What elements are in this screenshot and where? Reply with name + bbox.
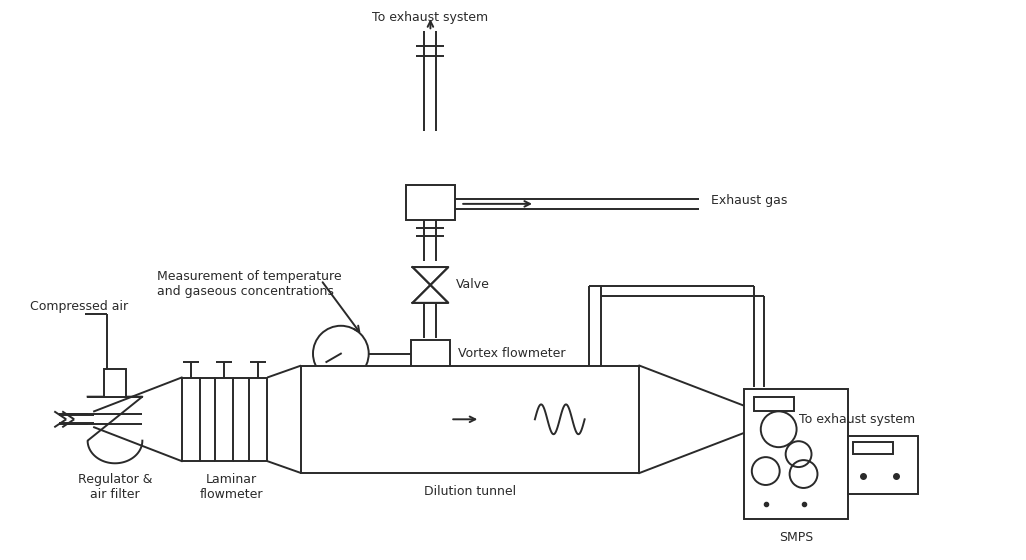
Circle shape [313, 326, 368, 381]
Bar [182, 377, 200, 461]
Bar [104, 369, 126, 396]
Text: Measurement of temperature
and gaseous concentrations: Measurement of temperature and gaseous c… [157, 270, 342, 298]
Text: To exhaust system: To exhaust system [798, 413, 915, 426]
Bar [215, 377, 233, 461]
Text: Vortex flowmeter: Vortex flowmeter [459, 347, 565, 360]
Text: Dilution tunnel: Dilution tunnel [424, 485, 516, 498]
Bar [849, 436, 918, 494]
Bar [405, 185, 456, 220]
Text: SMPS: SMPS [779, 531, 814, 544]
Text: To exhaust system: To exhaust system [372, 11, 488, 24]
Text: Valve: Valve [457, 278, 490, 291]
Bar [301, 366, 639, 473]
Bar [249, 377, 267, 461]
Polygon shape [87, 396, 143, 463]
Bar [410, 340, 450, 367]
Text: Regulator &
air filter: Regulator & air filter [78, 473, 152, 501]
Polygon shape [94, 377, 182, 461]
Bar [744, 389, 849, 519]
Polygon shape [639, 366, 759, 473]
Bar [854, 442, 893, 454]
Text: Laminar
flowmeter: Laminar flowmeter [200, 473, 263, 501]
Bar [754, 398, 793, 412]
Polygon shape [412, 267, 448, 285]
Polygon shape [412, 285, 448, 303]
Text: Exhaust gas: Exhaust gas [711, 194, 787, 207]
Text: Compressed air: Compressed air [31, 300, 128, 313]
